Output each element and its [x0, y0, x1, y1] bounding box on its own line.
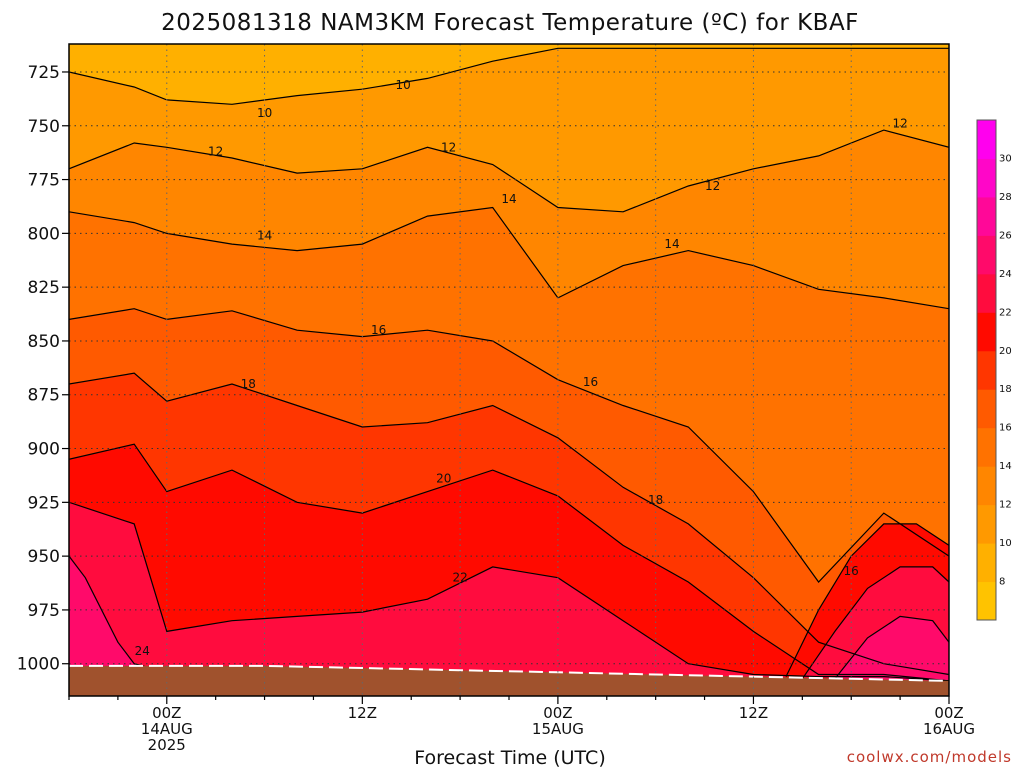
- contour-label: 16: [844, 564, 859, 578]
- contour-label: 20: [436, 472, 451, 486]
- x-tick-label: 16AUG: [923, 720, 975, 738]
- contour-label: 16: [371, 323, 386, 337]
- colorbar-swatch: [977, 427, 996, 467]
- y-tick-label: 825: [28, 278, 60, 298]
- credit-text: coolwx.com/models: [847, 748, 1012, 766]
- x-tick-label: 14AUG: [141, 720, 193, 738]
- y-tick-label: 975: [28, 601, 60, 621]
- contour-label: 14: [664, 237, 679, 251]
- y-tick-label: 775: [28, 171, 60, 191]
- contour-labels: 10 10 12 12 12 12 14 14 14 16 16 16 18 18 20 22 24: [135, 78, 908, 658]
- y-tick-label: 850: [28, 332, 60, 352]
- x-tick-label: 15AUG: [532, 720, 584, 738]
- contour-line-18-4: [69, 372, 949, 676]
- contour-label: 18: [241, 377, 256, 391]
- y-axis: 725 750 775 800 825 850 875 900 925 950 975 1000: [17, 63, 69, 675]
- colorbar-tick-label: 30: [999, 153, 1012, 164]
- colorbar-frame: [976, 119, 997, 621]
- x-tick-label: 00Z: [934, 704, 963, 722]
- contour-line-20-8: [785, 523, 949, 677]
- colorbar-swatch: [977, 120, 996, 159]
- colorbar-tick-label: 10: [999, 538, 1012, 549]
- contour-line-12-1: [69, 129, 949, 213]
- colorbar-swatch: [977, 235, 996, 275]
- y-tick-label: 875: [28, 386, 60, 406]
- ground-fill: [69, 665, 949, 696]
- fill-region-above-22-6: [69, 502, 949, 696]
- x-tick-label: 00Z: [543, 704, 572, 722]
- colorbar-tick-label: 12: [999, 500, 1012, 511]
- colorbar-swatch: [977, 273, 996, 313]
- contour-label: 12: [441, 140, 456, 154]
- colorbar-tick-label: 26: [999, 230, 1012, 241]
- y-tick-label: 900: [28, 440, 60, 460]
- y-tick-label: 950: [28, 547, 60, 567]
- x-tick-label: 12Z: [739, 704, 768, 722]
- colorbar: 8 10 12 14 16 18 20 22 24 26 28 30: [976, 119, 1012, 621]
- y-tick-label: 1000: [17, 655, 60, 675]
- ground-edge: [69, 664, 949, 682]
- contour-label: 18: [648, 493, 663, 507]
- contour-line-22-9: [801, 566, 949, 680]
- contour-label: 10: [257, 106, 272, 120]
- colorbar-swatch: [977, 312, 996, 352]
- contour-label: 14: [501, 192, 516, 206]
- colorbar-swatch: [977, 466, 996, 506]
- contour-label: 22: [452, 571, 467, 585]
- colorbar-swatch: [977, 158, 996, 198]
- x-tick-label: 2025: [148, 736, 186, 754]
- y-tick-label: 750: [28, 117, 60, 137]
- contour-label: 14: [257, 229, 272, 243]
- temperature-fill: [69, 44, 949, 696]
- colorbar-tick-label: 8: [999, 577, 1005, 588]
- contour-label: 16: [583, 375, 598, 389]
- contour-label: 12: [705, 179, 720, 193]
- contour-line-24-10: [834, 615, 949, 680]
- grid-lines: [69, 44, 949, 696]
- colorbar-swatch: [977, 389, 996, 429]
- colorbar-swatch: [977, 350, 996, 390]
- colorbar-tick-label: 24: [999, 269, 1012, 280]
- colorbar-swatch: [977, 581, 996, 621]
- contour-line-22-6: [69, 501, 949, 682]
- x-axis-label: Forecast Time (UTC): [414, 747, 605, 768]
- y-tick-label: 925: [28, 493, 60, 513]
- contour-label: 12: [892, 117, 907, 131]
- colorbar-tick-label: 22: [999, 307, 1012, 318]
- colorbar-tick-label: 16: [999, 423, 1012, 434]
- colorbar-swatch: [977, 196, 996, 236]
- colorbar-tick-label: 28: [999, 192, 1012, 203]
- y-tick-label: 725: [28, 63, 60, 83]
- contour-label: 12: [208, 145, 223, 159]
- contour-line-20-5: [69, 443, 949, 682]
- y-tick-label: 800: [28, 224, 60, 244]
- x-tick-label: 12Z: [348, 704, 377, 722]
- contour-label: 10: [395, 78, 410, 92]
- contour-line-10-0: [69, 47, 949, 105]
- colorbar-swatch: [977, 543, 996, 583]
- colorbar-tick-label: 18: [999, 384, 1012, 395]
- contour-label: 24: [135, 644, 150, 658]
- contour-line-14-2: [69, 206, 949, 310]
- ground-surface: [69, 664, 949, 696]
- colorbar-swatch: [977, 504, 996, 544]
- chart-title: 2025081318 NAM3KM Forecast Temperature (…: [161, 10, 859, 36]
- colorbar-tick-label: 20: [999, 346, 1012, 357]
- colorbar-tick-label: 14: [999, 461, 1012, 472]
- x-tick-label: 00Z: [152, 704, 181, 722]
